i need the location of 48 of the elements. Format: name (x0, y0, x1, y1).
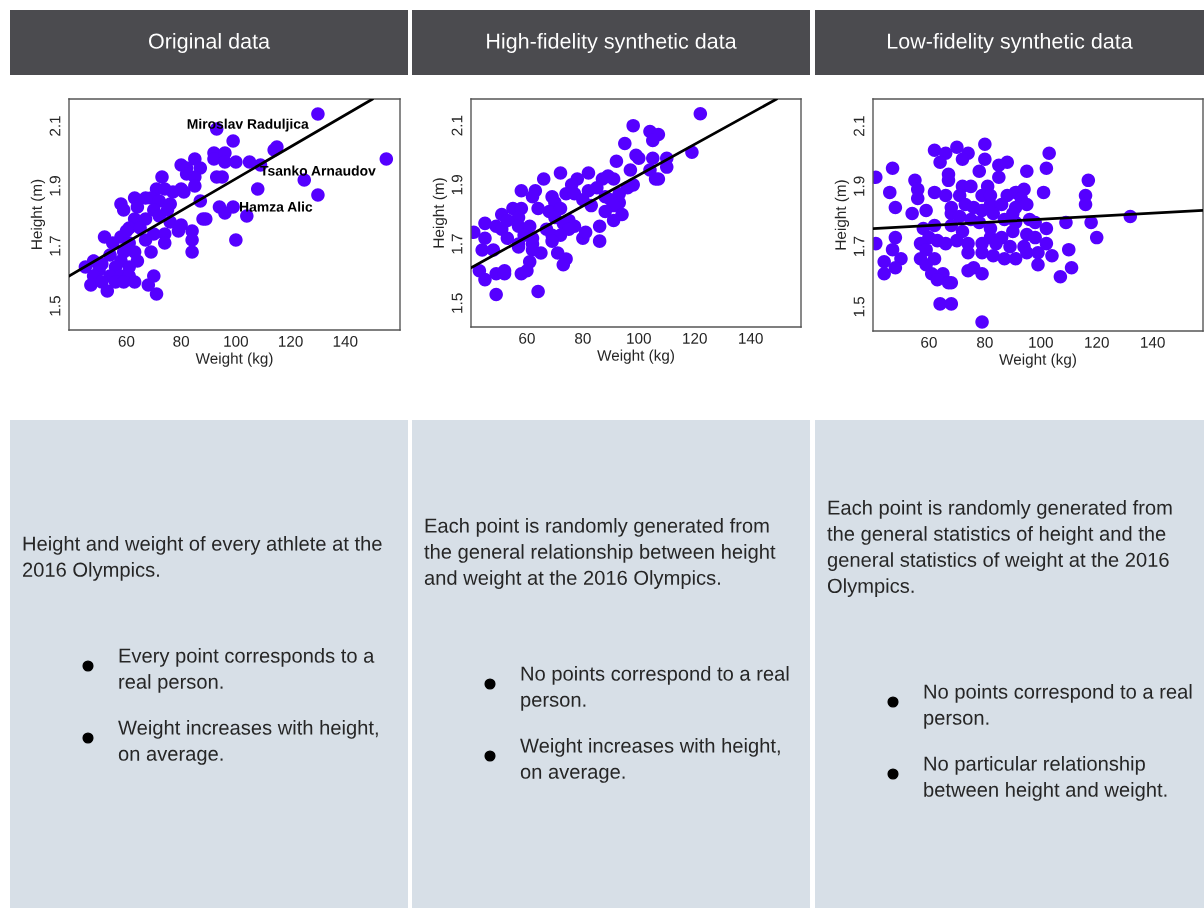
text: Weight increases with height, on average. (118, 720, 378, 765)
y-tick-label: 1.9 (49, 176, 61, 196)
y-tick-label: 1.5 (49, 296, 61, 316)
y-axis-title: Height (m) (834, 180, 850, 250)
text: Height and weight of every athlete at the 2016 Olympics. (23, 536, 382, 581)
y-tick-label: 2.1 (49, 116, 61, 136)
x-tick-label: 60 (921, 336, 937, 348)
x-tick-label: 120 (1085, 336, 1109, 348)
annotation: Hamza Alic (240, 201, 313, 212)
x-tick-label: 140 (739, 332, 763, 344)
x-tick-label: 100 (627, 332, 651, 344)
y-tick-label: 1.5 (853, 296, 865, 317)
x-tick-label: 80 (173, 335, 190, 347)
x-tick-label: 60 (519, 332, 535, 344)
x-axis-title: Weight (kg) (999, 353, 1076, 368)
x-axis-title: Weight (kg) (597, 349, 674, 364)
annotation: Tsanko Arnaudov (260, 165, 376, 176)
y-tick-label: 2.1 (853, 116, 865, 136)
text: Each point is randomly generated from the general relationship between height and weight at the 2016 Olympics. (424, 518, 776, 589)
x-tick-label: 60 (118, 335, 135, 347)
x-tick-label: 120 (683, 332, 707, 344)
y-axis-title: Height (m) (30, 179, 46, 249)
y-tick-label: 1.9 (853, 176, 865, 196)
y-tick-label: 1.5 (451, 293, 463, 313)
text: Weight increases with height, on average. (520, 738, 780, 783)
text: No particular relationship between height and weight. (924, 756, 1167, 801)
text: Every point corresponds to a real person. (119, 648, 375, 693)
x-tick-label: 80 (575, 332, 591, 344)
annotation: Miroslav Raduljica (187, 118, 309, 132)
y-axis-title: Height (m) (432, 178, 448, 248)
y-tick-label: 1.7 (853, 236, 865, 257)
x-tick-label: 140 (333, 335, 358, 347)
text: Each point is randomly generated from the general statistics of height and the general statistics of weight at the 2016 Olympics. (827, 500, 1172, 597)
chart-title: Low-fidelity synthetic data (888, 32, 1133, 54)
x-tick-label: 100 (224, 335, 249, 347)
chart-title: High-fidelity synthetic data (487, 32, 737, 54)
y-tick-label: 1.7 (451, 234, 463, 254)
text: No points correspond to a real person. (521, 666, 789, 711)
y-tick-label: 1.7 (49, 236, 61, 256)
x-tick-label: 120 (279, 335, 303, 347)
text: No points correspond to a real person. (924, 684, 1192, 729)
x-tick-label: 140 (1141, 336, 1165, 348)
y-tick-label: 2.1 (451, 115, 463, 136)
x-tick-label: 80 (977, 336, 993, 348)
y-tick-label: 1.9 (451, 174, 463, 195)
x-tick-label: 100 (1029, 336, 1053, 348)
chart-title: Original data (148, 32, 271, 54)
x-axis-title: Weight (kg) (195, 352, 273, 367)
